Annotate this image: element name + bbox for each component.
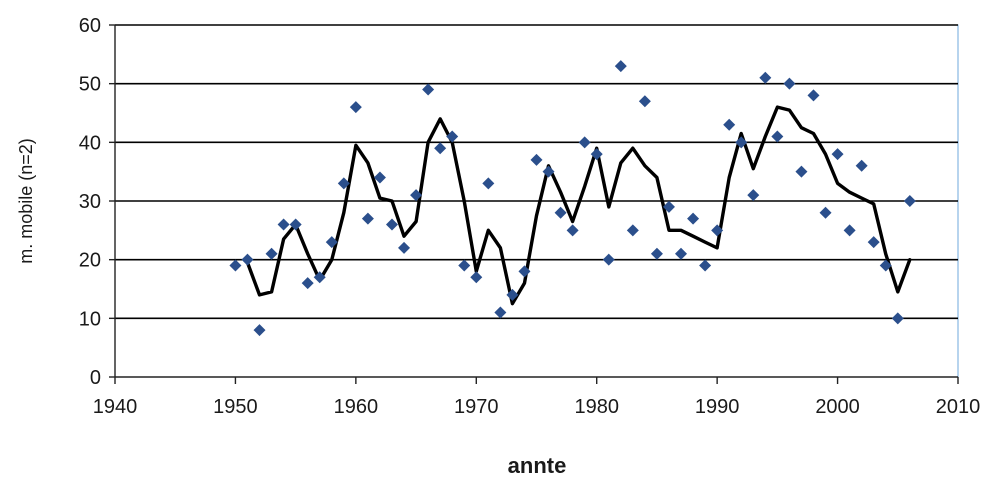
- data-point: [398, 241, 411, 254]
- data-point: [831, 148, 844, 161]
- data-point: [530, 153, 543, 166]
- y-tick-label: 20: [79, 250, 101, 272]
- data-point: [638, 95, 651, 108]
- data-point: [903, 195, 916, 207]
- data-point: [807, 89, 820, 102]
- data-point: [518, 265, 531, 278]
- data-point: [301, 277, 314, 290]
- data-point: [843, 224, 856, 237]
- y-tick-label: 10: [79, 308, 101, 330]
- data-point: [735, 136, 748, 149]
- data-point: [819, 206, 832, 219]
- data-point: [723, 118, 736, 131]
- data-point: [373, 171, 386, 184]
- data-point: [855, 159, 868, 172]
- data-point: [506, 288, 519, 301]
- data-point: [494, 306, 507, 319]
- data-point: [614, 60, 627, 73]
- data-point: [289, 218, 302, 231]
- x-tick-label: 2000: [815, 396, 860, 418]
- moving-average-line: [245, 105, 912, 306]
- data-point: [229, 259, 242, 272]
- data-point: [385, 218, 398, 231]
- data-point: [422, 83, 435, 96]
- data-point: [747, 189, 760, 202]
- data-point: [241, 253, 254, 266]
- x-tick-label: 1950: [213, 396, 258, 418]
- axes: [109, 24, 959, 384]
- y-tick-label: 60: [79, 15, 101, 37]
- data-point: [325, 236, 338, 249]
- data-point: [783, 77, 796, 90]
- y-tick-label: 50: [79, 74, 101, 96]
- y-tick-label: 0: [90, 367, 101, 389]
- y-axis-title: m. mobile (n=2): [16, 138, 36, 264]
- data-point: [313, 271, 326, 284]
- data-point: [590, 148, 603, 161]
- data-point: [542, 165, 555, 178]
- data-point: [879, 259, 892, 272]
- data-point: [771, 130, 784, 143]
- data-point: [410, 189, 423, 202]
- moving-average-line-layer: [245, 105, 912, 306]
- x-tick-label: 1940: [93, 396, 138, 418]
- data-point: [650, 247, 663, 260]
- data-point: [687, 212, 700, 225]
- data-point: [626, 224, 639, 237]
- data-point: [434, 142, 447, 155]
- data-point: [662, 200, 675, 213]
- y-tick-labels: 0 10 20 30 40 50 60: [79, 15, 101, 389]
- data-point: [446, 130, 459, 143]
- data-point: [337, 177, 350, 190]
- data-point: [891, 312, 904, 325]
- x-tick-label: 1970: [454, 396, 499, 418]
- data-point: [578, 136, 591, 149]
- x-axis-title: annte: [508, 453, 567, 478]
- data-point: [759, 71, 772, 84]
- data-point: [277, 218, 290, 231]
- x-tick-label: 1960: [334, 396, 379, 418]
- data-point: [349, 101, 362, 114]
- data-point: [699, 259, 712, 272]
- data-point: [675, 247, 688, 260]
- x-tick-labels: 1940 1950 1960 1970 1980 1990 2000 2010: [93, 396, 981, 418]
- y-tick-label: 30: [79, 191, 101, 213]
- data-point: [711, 224, 724, 237]
- data-point: [253, 324, 266, 337]
- data-point: [265, 247, 278, 260]
- data-point: [566, 224, 579, 237]
- y-tick-label: 40: [79, 132, 101, 154]
- data-point: [482, 177, 495, 190]
- data-point: [458, 259, 471, 272]
- data-point: [554, 206, 567, 219]
- data-point: [795, 165, 808, 178]
- data-point: [602, 253, 615, 266]
- x-tick-label: 1980: [574, 396, 619, 418]
- data-point: [867, 236, 880, 249]
- x-tick-label: 2010: [936, 396, 981, 418]
- data-point: [470, 271, 483, 284]
- data-point: [361, 212, 374, 225]
- grid-lines: [115, 24, 958, 320]
- x-tick-label: 1990: [695, 396, 740, 418]
- data-points: [229, 60, 916, 337]
